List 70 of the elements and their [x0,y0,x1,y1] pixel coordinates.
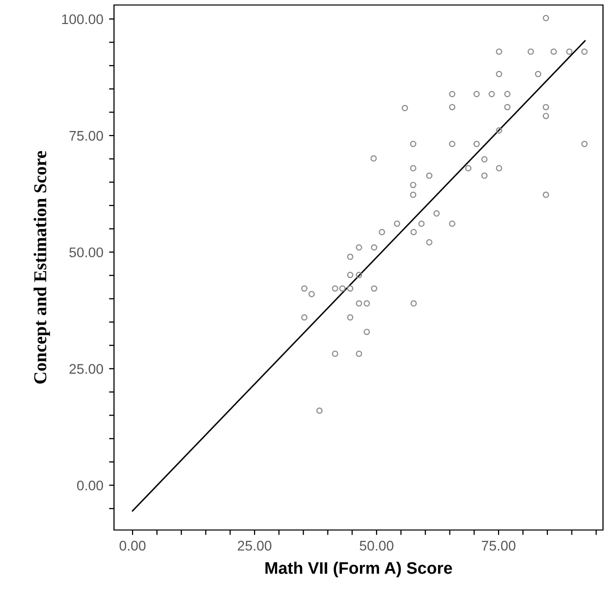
point [316,407,323,414]
point [534,70,542,78]
point [410,165,416,172]
point [301,314,308,321]
x-tick-label: 75.00 [482,540,516,551]
point [449,140,456,148]
point [581,140,588,148]
point [301,285,308,292]
point [410,228,417,236]
point [542,192,550,198]
point [542,104,550,110]
point [356,244,362,251]
point [370,285,378,292]
x-tick-label: 50.00 [360,540,394,551]
point [410,300,417,307]
point [473,140,480,148]
point [370,155,377,162]
point [449,104,456,110]
point [418,220,425,227]
point [332,350,338,357]
point [488,90,495,98]
point [347,285,354,292]
point [370,244,378,251]
point [332,285,338,292]
point [504,90,510,98]
point [356,272,362,278]
point [308,290,315,298]
y-axis-title: Concept and Estimation Score [34,151,50,384]
point [449,220,456,227]
point [364,328,370,335]
y-tick-label: 50.00 [69,247,104,258]
point [378,228,386,236]
y-tick-label: 100.00 [62,14,104,24]
point [473,90,480,98]
point [364,300,370,307]
x-tick-label: 0.00 [120,540,146,551]
point [356,350,362,357]
point [449,90,456,98]
point [550,48,557,55]
point [402,104,408,112]
y-tick-label: 25.00 [70,364,104,374]
x-tick-label: 25.00 [238,540,272,551]
point [465,165,472,172]
point [581,48,588,55]
point [410,182,416,188]
point [433,210,440,217]
y-tick-label: 75.00 [70,130,104,141]
point [528,48,534,55]
point [496,127,502,134]
point [410,140,416,148]
point [496,48,502,55]
x-axis-title: Math VII (Form A) Score [265,562,452,578]
point [542,14,550,22]
y-tick-label: 0.00 [77,480,104,490]
point [426,172,432,179]
point [426,239,432,246]
point [356,300,362,307]
point [394,220,400,227]
point [496,165,502,172]
point [542,112,550,120]
point [410,192,416,198]
point [481,156,488,162]
point [339,285,346,292]
point [496,70,502,78]
point [347,314,354,321]
point [481,172,488,179]
point [566,48,572,55]
point [347,254,354,260]
point [504,104,510,110]
point [347,272,354,278]
